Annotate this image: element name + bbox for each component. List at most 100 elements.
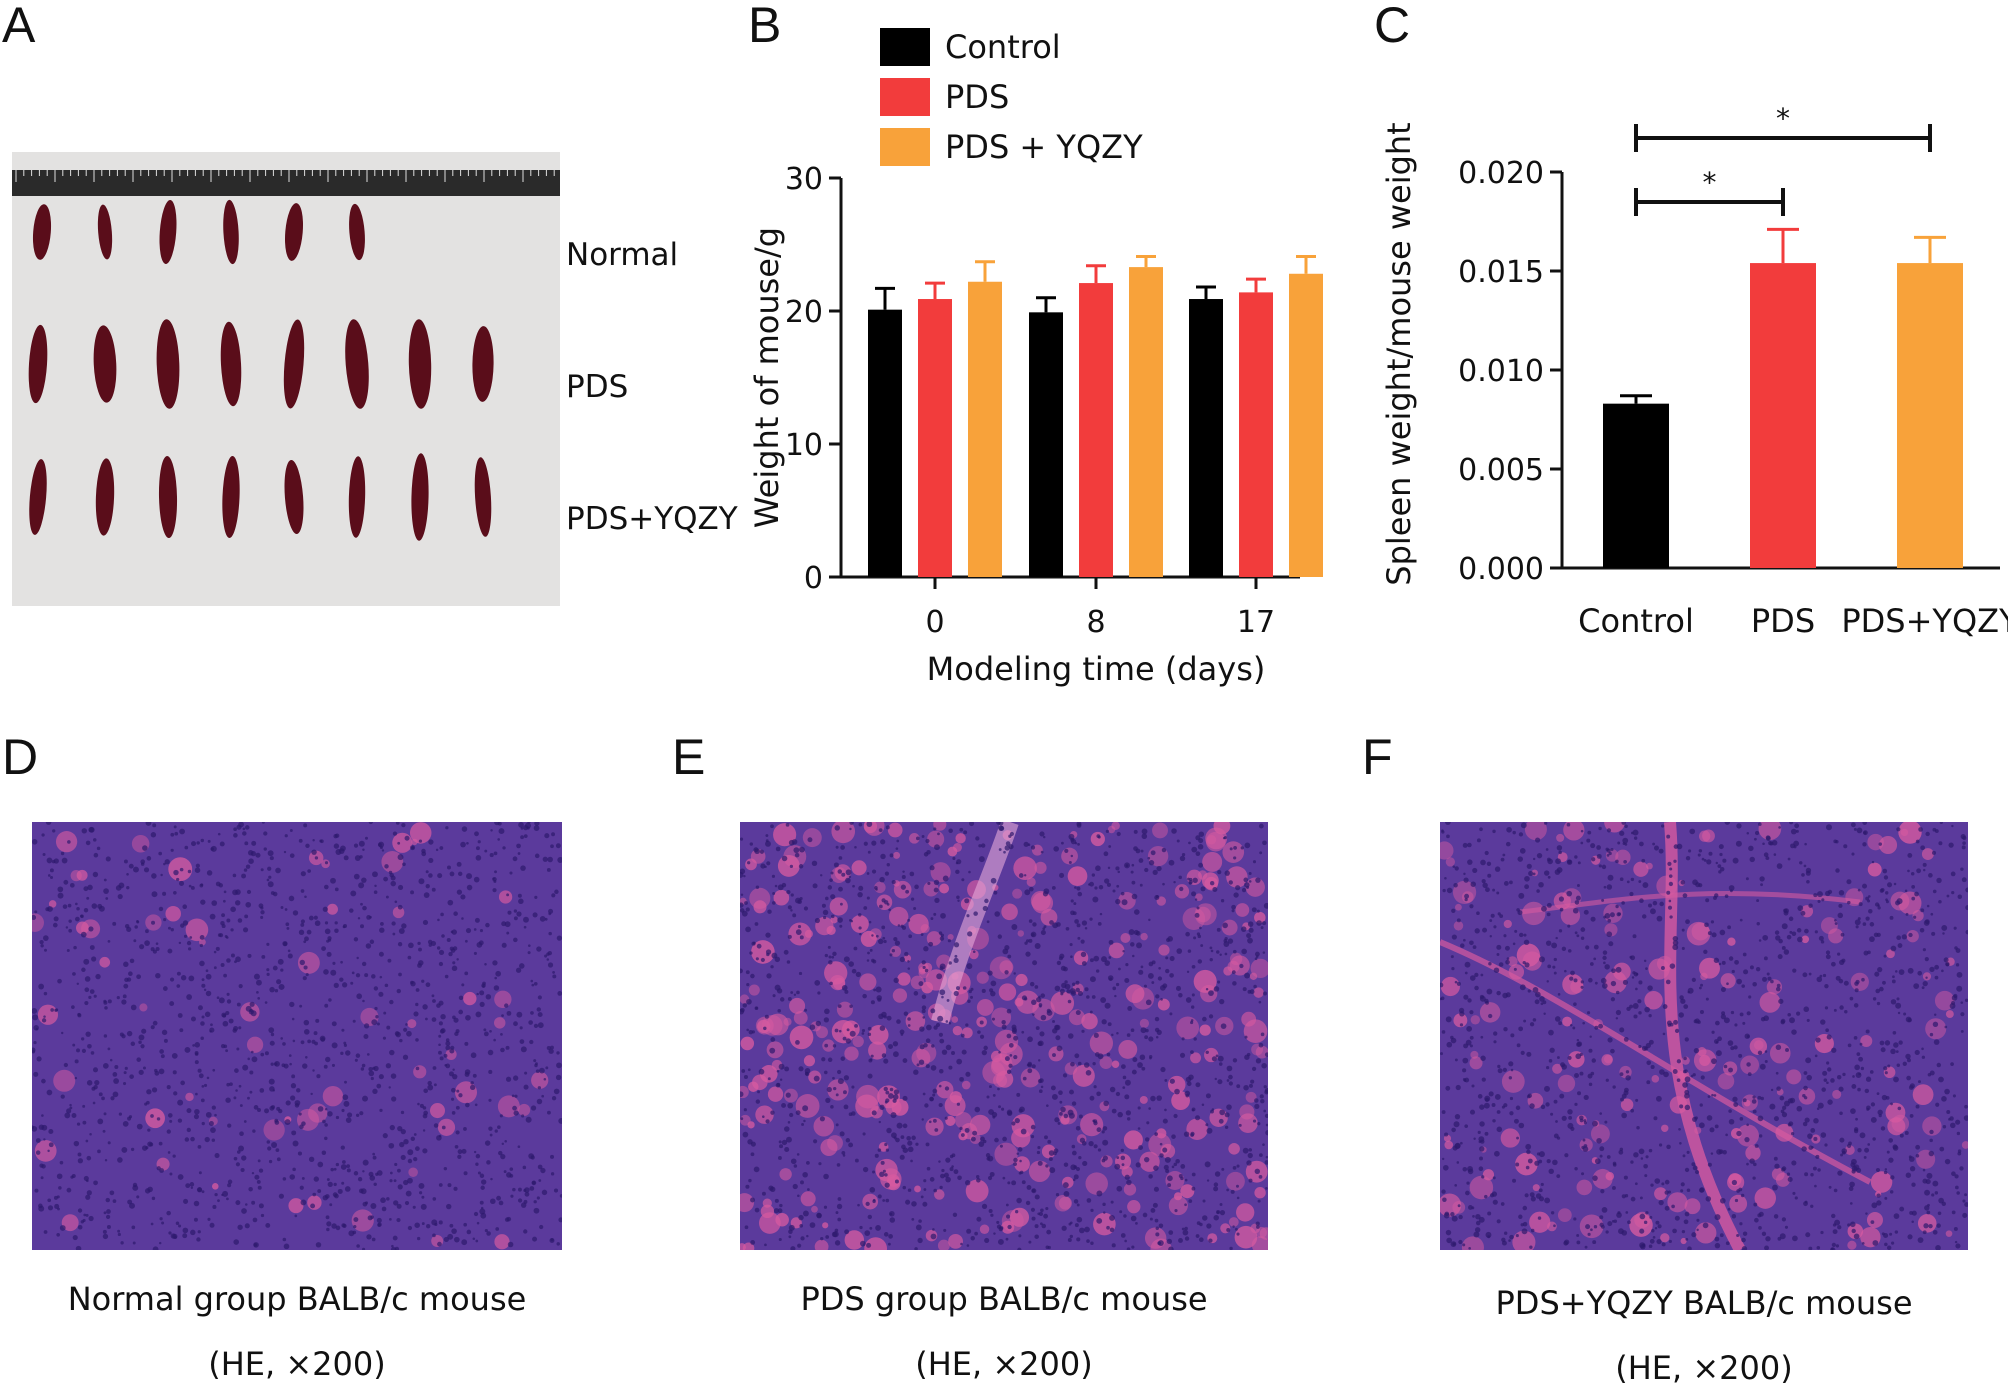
nucleus [771, 901, 776, 905]
nucleus [1885, 898, 1888, 902]
eosin-region [1507, 956, 1518, 967]
nucleus [883, 1015, 887, 1019]
nucleus [146, 1089, 152, 1095]
nucleus [1195, 1234, 1200, 1238]
nucleus [825, 1235, 830, 1239]
nucleus [1579, 1115, 1584, 1121]
nucleus [889, 853, 894, 858]
nucleus [1143, 1156, 1150, 1163]
nucleus [1030, 845, 1036, 850]
nucleus [1107, 866, 1111, 870]
nucleus [886, 863, 890, 867]
nucleus [388, 870, 393, 875]
nucleus [1028, 938, 1033, 943]
nucleus [1547, 964, 1552, 969]
nucleus [836, 1069, 842, 1075]
nucleus [1160, 1066, 1166, 1073]
nucleus [1042, 927, 1046, 931]
nucleus [790, 893, 794, 897]
nucleus [1749, 1158, 1755, 1164]
nucleus [1841, 1148, 1848, 1154]
nucleus [957, 1175, 962, 1181]
nucleus [267, 850, 274, 857]
nucleus [1451, 966, 1455, 971]
nucleus [214, 1113, 217, 1117]
nucleus [1025, 951, 1031, 957]
x-tick-label: 17 [1237, 605, 1275, 640]
nucleus [340, 1145, 345, 1150]
nucleus [312, 1192, 317, 1197]
nucleus [557, 856, 562, 863]
nucleus [1184, 1203, 1187, 1207]
nucleus [555, 843, 561, 849]
nucleus [1047, 1245, 1051, 1250]
panel-label-c: C [1374, 0, 1411, 53]
nucleus [303, 1019, 310, 1026]
nucleus [1867, 899, 1871, 903]
nucleus [46, 857, 53, 864]
nucleus [1831, 1047, 1837, 1053]
bar-pds [1750, 263, 1816, 568]
nucleus [1229, 1246, 1233, 1250]
nucleus [1445, 1016, 1452, 1023]
nucleus [1878, 842, 1882, 846]
eosin-region [793, 1010, 808, 1025]
nucleus [1739, 918, 1743, 922]
nucleus [1493, 1040, 1497, 1044]
nucleus [1899, 1206, 1905, 1212]
nucleus [556, 1242, 560, 1246]
nucleus [745, 1184, 750, 1189]
nucleus [493, 851, 498, 856]
nucleus [1564, 1153, 1569, 1158]
nucleus [1792, 1191, 1796, 1195]
nucleus [888, 908, 891, 912]
nucleus [1673, 1019, 1679, 1025]
nucleus [1473, 1231, 1480, 1238]
nucleus [46, 1089, 53, 1096]
nucleus [1756, 899, 1760, 903]
nucleus [271, 1141, 278, 1148]
spleen-pds [220, 321, 242, 407]
eosin-region [755, 1105, 774, 1124]
nucleus [1896, 997, 1900, 1001]
nucleus [260, 910, 265, 915]
nucleus [1104, 960, 1111, 966]
nucleus [1462, 1068, 1467, 1073]
spleen-pds [156, 319, 180, 409]
nucleus [1024, 941, 1028, 945]
nucleus [1234, 1227, 1238, 1231]
nucleus [308, 1156, 315, 1163]
eosin-region [409, 822, 432, 844]
nucleus [795, 1110, 801, 1116]
nucleus [258, 1168, 264, 1173]
nucleus [1722, 858, 1727, 863]
nucleus [888, 1044, 894, 1050]
nucleus [1058, 1090, 1063, 1095]
nucleus [415, 1066, 420, 1071]
nucleus [1906, 1058, 1911, 1063]
nucleus [1679, 995, 1684, 1000]
nucleus [880, 853, 886, 860]
nucleus [1668, 881, 1674, 887]
nucleus [498, 828, 505, 835]
nucleus [400, 1110, 405, 1115]
nucleus [483, 1028, 487, 1032]
nucleus [1164, 1078, 1168, 1082]
nucleus [1070, 854, 1074, 858]
nucleus [837, 869, 843, 874]
nucleus [1636, 1126, 1640, 1130]
nucleus [1440, 982, 1444, 988]
nucleus [475, 1011, 482, 1018]
nucleus [1235, 885, 1241, 891]
nucleus [1209, 957, 1213, 962]
nucleus [1488, 1013, 1493, 1019]
nucleus [1233, 892, 1239, 898]
nucleus [194, 1108, 200, 1115]
nucleus [194, 867, 201, 873]
nucleus [1265, 1155, 1268, 1159]
nucleus [1781, 1217, 1787, 1222]
nucleus [1071, 1150, 1077, 1156]
nucleus [313, 1031, 318, 1036]
nucleus [1874, 902, 1880, 907]
nucleus [1168, 1230, 1174, 1235]
